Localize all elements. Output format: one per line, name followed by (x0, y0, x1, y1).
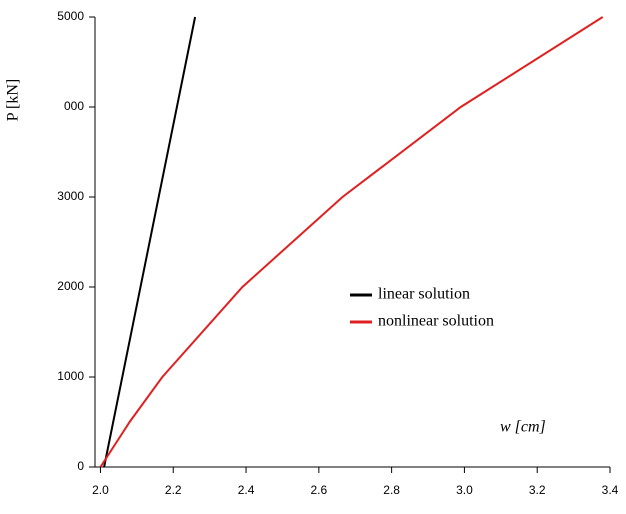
series-line (103, 16, 197, 468)
x-axis-label: w [cm] (500, 419, 546, 436)
series-line (99, 16, 604, 468)
x-tick-label: 2.6 (310, 483, 327, 497)
y-tick-label: 2000 (57, 279, 84, 293)
x-tick-label: 2.8 (383, 483, 400, 497)
legend-label: nonlinear solution (378, 313, 494, 330)
x-tick-label: 3.4 (602, 483, 619, 497)
legend-label: linear solution (378, 286, 470, 303)
x-tick-label: 2.4 (238, 483, 255, 497)
x-tick-label: 3.2 (529, 483, 546, 497)
y-tick-label: 0 (77, 459, 84, 473)
y-axis-label: P [kN] (5, 79, 22, 122)
y-tick-label: 5000 (57, 9, 84, 23)
x-tick-label: 3.0 (456, 483, 473, 497)
y-tick-label: 3000 (57, 189, 84, 203)
x-tick-label: 2.2 (165, 483, 182, 497)
y-tick-label: 1000 (57, 369, 84, 383)
x-tick-label: 2.0 (92, 483, 109, 497)
y-tick-label: 000 (64, 99, 84, 113)
